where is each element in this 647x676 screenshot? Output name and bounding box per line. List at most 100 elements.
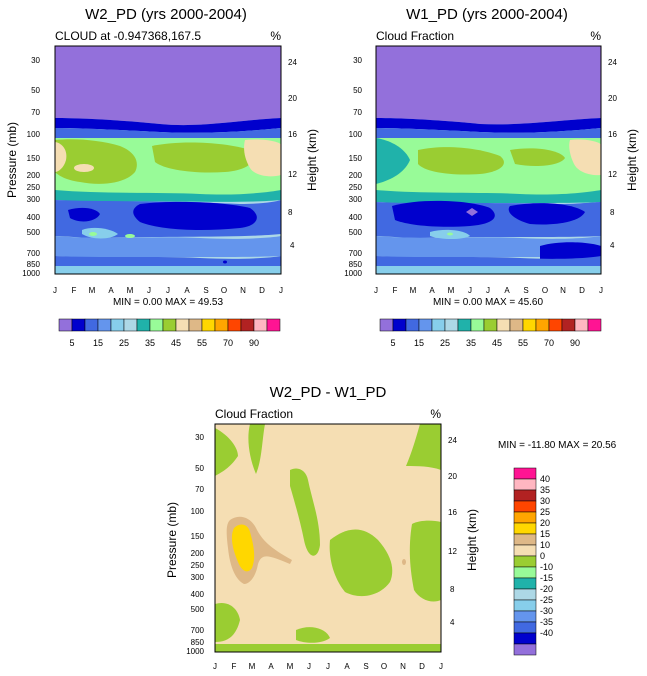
contour-fill: [418, 147, 504, 175]
colorbar-swatch: [513, 577, 537, 590]
colorbar-swatch: [522, 318, 537, 332]
y-tick-label: 100: [27, 130, 41, 139]
colorbar-label: -15: [540, 573, 553, 583]
colorbar-label: -30: [540, 606, 553, 616]
colorbar-label: 40: [540, 474, 550, 484]
colorbar-label: -25: [540, 595, 553, 605]
panel-diff-x-ticks: J F M A M J J A S O N D J: [213, 662, 443, 671]
contour-fill: [508, 203, 585, 225]
x-tick-label: J: [213, 662, 217, 671]
x-tick-label: S: [203, 286, 208, 295]
min-label: MIN =: [498, 440, 525, 451]
colorbar-label: 20: [540, 518, 550, 528]
panel-w1-minmax: MIN = 0.00 MAX = 45.60: [433, 297, 544, 308]
panel-w1-title: W1_PD (yrs 2000-2004): [406, 6, 568, 23]
min-value: 0.00: [463, 297, 483, 308]
height-tick-label: 24: [288, 58, 297, 67]
contour-fill: [68, 207, 100, 222]
height-tick-label: 20: [448, 472, 457, 481]
y-tick-label: 30: [31, 56, 40, 65]
y-tick-label: 70: [195, 485, 204, 494]
colorbar-label: 25: [540, 507, 550, 517]
x-tick-label: J: [279, 286, 283, 295]
y-tick-label: 700: [191, 626, 205, 635]
y-tick-label: 50: [353, 86, 362, 95]
colorbar-swatch: [587, 318, 602, 332]
colorbar-swatch: [123, 318, 138, 332]
colorbar-swatch: [513, 555, 537, 568]
x-tick-label: A: [429, 286, 435, 295]
panel-diff: W2_PD - W1_PD Cloud Fraction % 30 50 70 …: [165, 384, 617, 671]
contour-fill: [569, 139, 601, 176]
y-tick-label: 50: [195, 464, 204, 473]
colorbar-label: 70: [223, 338, 233, 348]
colorbar-label: 35: [145, 338, 155, 348]
panel-w2-ylabel: Pressure (mb): [5, 122, 19, 198]
contour-fill: [133, 201, 257, 230]
x-tick-label: J: [326, 662, 330, 671]
contour-fill: [466, 208, 478, 216]
panel-diff-ylabel-right: Height (km): [465, 509, 479, 571]
x-tick-label: M: [127, 286, 134, 295]
contour-fill: [215, 644, 441, 652]
panel-diff-plot: [214, 423, 442, 653]
contour-fill: [215, 428, 238, 476]
colorbar-swatch: [175, 318, 190, 332]
y-tick-label: 250: [27, 183, 41, 192]
colorbar-swatch: [513, 489, 537, 502]
y-tick-label: 1000: [186, 647, 204, 656]
x-tick-label: M: [287, 662, 294, 671]
contour-fill: [290, 468, 320, 556]
panel-w2-x-ticks: J F M A M J J A S O N D J: [53, 286, 283, 295]
colorbar-label: 70: [544, 338, 554, 348]
colorbar-label: -40: [540, 628, 553, 638]
x-tick-label: J: [599, 286, 603, 295]
contour-fill: [55, 266, 281, 274]
colorbar-swatch: [392, 318, 407, 332]
x-tick-label: M: [249, 662, 256, 671]
colorbar-label: 15: [93, 338, 103, 348]
y-tick-label: 850: [191, 638, 205, 647]
colorbar-swatch: [513, 632, 537, 645]
colorbar-swatch: [431, 318, 446, 332]
height-tick-label: 8: [450, 585, 455, 594]
colorbar-swatch: [162, 318, 177, 332]
height-tick-label: 16: [288, 130, 297, 139]
x-tick-label: J: [439, 662, 443, 671]
y-tick-label: 1000: [344, 269, 362, 278]
panel-diff-y-ticks: 30 50 70 100 150 200 250 300 400 500 700…: [186, 433, 204, 656]
height-tick-label: 16: [608, 130, 617, 139]
panel-w2-title: W2_PD (yrs 2000-2004): [85, 6, 247, 23]
contour-fill: [244, 139, 281, 177]
y-tick-label: 100: [349, 130, 363, 139]
panel-w2-units: %: [270, 29, 281, 43]
max-value: 49.53: [198, 297, 223, 308]
height-tick-label: 24: [608, 58, 617, 67]
max-value: 45.60: [518, 297, 543, 308]
min-value: -11.80: [528, 440, 556, 451]
colorbar-label: 25: [119, 338, 129, 348]
max-label: MAX =: [165, 297, 195, 308]
contour-fill: [248, 424, 265, 474]
contour-fill: [231, 524, 255, 572]
height-tick-label: 8: [610, 208, 615, 217]
colorbar-swatch: [84, 318, 99, 332]
panel-w1-units: %: [590, 29, 601, 43]
x-tick-label: A: [184, 286, 190, 295]
height-tick-label: 4: [290, 241, 295, 250]
colorbar-swatch: [444, 318, 459, 332]
colorbar-label: -20: [540, 584, 553, 594]
colorbar-swatch: [58, 318, 73, 332]
y-tick-label: 400: [191, 590, 205, 599]
colorbar-label: 55: [197, 338, 207, 348]
contour-fill: [89, 232, 97, 236]
colorbar-swatch: [379, 318, 394, 332]
colorbar-swatch: [509, 318, 524, 332]
colorbar-label: 5: [390, 338, 395, 348]
colorbar-swatch: [513, 522, 537, 535]
y-tick-label: 500: [349, 228, 363, 237]
colorbar-label: 0: [540, 551, 545, 561]
contour-fill: [223, 260, 227, 264]
colorbar-label: 90: [570, 338, 580, 348]
x-tick-label: O: [221, 286, 227, 295]
